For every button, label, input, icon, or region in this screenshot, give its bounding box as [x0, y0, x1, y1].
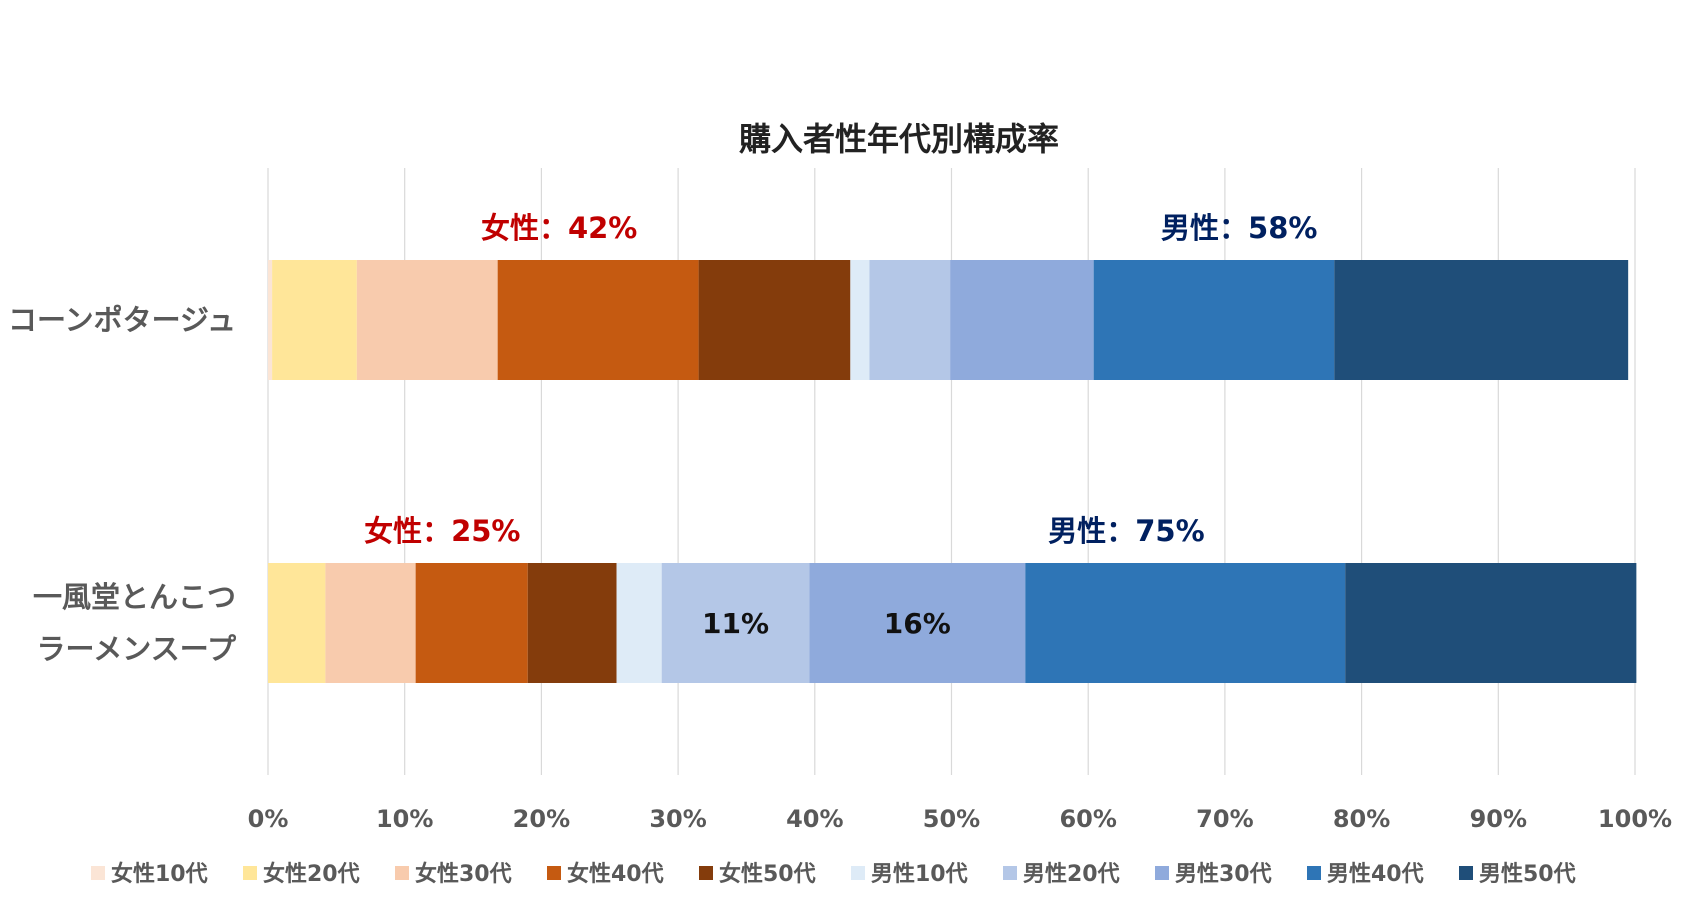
group-total-annotation: 男性：58% [1161, 211, 1317, 245]
legend-item-label: 女性10代 [111, 861, 208, 887]
legend-swatch [1459, 866, 1473, 880]
legend-swatch [851, 866, 865, 880]
bars [268, 260, 1637, 683]
bar-segment [268, 563, 326, 683]
gridlines [267, 168, 1636, 775]
bar-segment [1345, 563, 1637, 683]
legend-item-label: 男性20代 [1023, 862, 1120, 887]
x-tick-label: 90% [1470, 805, 1527, 833]
group-total-annotation: 女性：25% [364, 514, 520, 548]
bar-segment [869, 260, 951, 380]
legend-swatch [91, 866, 105, 880]
category-label: ラーメンスープ [36, 632, 237, 666]
legend: 女性10代 女性20代 女性30代 女性40代 女性50代 男性10代 男性20代 男性30代… [91, 861, 1576, 887]
x-tick-label: 20% [513, 805, 570, 833]
group-total-annotation: 女性：42% [481, 211, 637, 245]
bar-segment [272, 260, 357, 380]
x-tick-label: 30% [649, 805, 706, 833]
legend-swatch [243, 866, 257, 880]
bar-segment [356, 260, 498, 380]
bar-segment [616, 563, 662, 683]
bar-segment [661, 563, 810, 683]
legend-swatch [395, 866, 409, 880]
x-tick-label: 100% [1598, 805, 1672, 833]
legend-swatch [1003, 866, 1017, 880]
bar-segment [268, 260, 273, 380]
x-tick-label: 60% [1059, 805, 1116, 833]
category-label: 一風堂とんこつ [33, 580, 236, 614]
bar-segment [325, 563, 416, 683]
legend-item-label: 男性10代 [871, 862, 968, 887]
bar-segment [497, 260, 699, 380]
bar-segment [1025, 563, 1346, 683]
data-label: 11% [702, 607, 769, 640]
legend-item-label: 女性50代 [719, 861, 816, 887]
bar-segment [1334, 260, 1629, 380]
x-tick-label: 70% [1196, 805, 1253, 833]
bar-segment [698, 260, 851, 380]
segment-labels: 11% 16% [702, 607, 951, 640]
legend-item-label: 女性40代 [567, 861, 664, 887]
legend-item-label: 男性30代 [1175, 862, 1272, 887]
bar-segment [809, 563, 1026, 683]
legend-item-label: 男性40代 [1327, 862, 1424, 887]
legend-swatch [699, 866, 713, 880]
x-tick-label: 40% [786, 805, 843, 833]
x-tick-label: 50% [923, 805, 980, 833]
chart-title: 購入者性年代別構成率 [739, 120, 1059, 158]
x-axis-ticks: 0% 10% 20% 30% 40% 50% 60% 70% 80% 90% 100% [248, 805, 1672, 833]
bar-segment [415, 563, 528, 683]
bar-segment [1093, 260, 1335, 380]
group-annotations: 女性：42% 男性：58% 女性：25% 男性：75% [364, 211, 1317, 548]
legend-swatch [1155, 866, 1169, 880]
legend-item-label: 女性30代 [415, 861, 512, 887]
x-tick-label: 0% [248, 805, 289, 833]
bar-segment [950, 260, 1094, 380]
legend-swatch [1307, 866, 1321, 880]
bar-segment [850, 260, 870, 380]
group-total-annotation: 男性：75% [1048, 514, 1204, 548]
legend-swatch [547, 866, 561, 880]
x-tick-label: 80% [1333, 805, 1390, 833]
bar-segment [527, 563, 617, 683]
x-tick-label: 10% [376, 805, 433, 833]
legend-item-label: 男性50代 [1479, 862, 1576, 887]
legend-item-label: 女性20代 [263, 861, 360, 887]
category-label: コーンポタージュ [8, 303, 236, 337]
data-label: 16% [884, 607, 951, 640]
